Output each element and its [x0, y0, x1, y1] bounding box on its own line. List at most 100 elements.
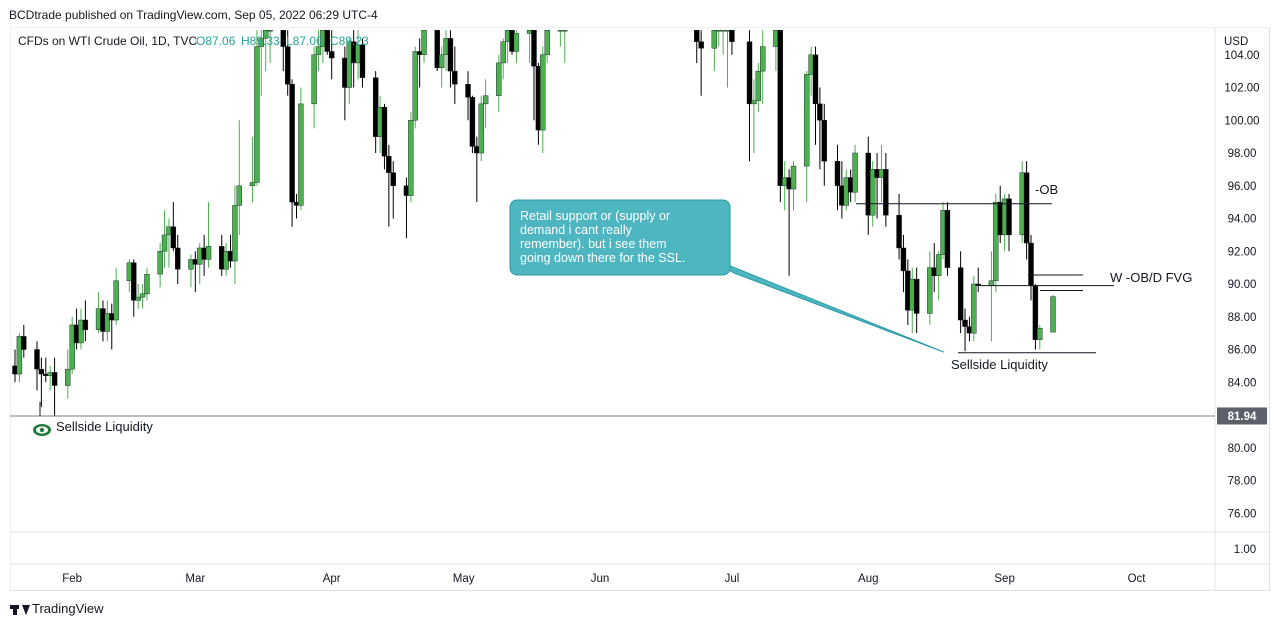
callout-line-1: Retail support or (supply or — [520, 209, 670, 223]
time-axis[interactable]: Feb Mar Apr May Jun Jul Aug Sep Oct — [62, 573, 1146, 585]
candle — [935, 251, 942, 301]
candle — [34, 341, 40, 391]
candle — [975, 267, 981, 293]
price-axis-tick: 96.00 — [1228, 181, 1257, 193]
candle — [232, 185, 238, 284]
candle — [311, 46, 317, 129]
sellside-liquidity-left-label: Sellside Liquidity — [56, 419, 153, 434]
price-axis-tick: 94.00 — [1228, 214, 1257, 226]
callout-line-2: demand i cant really — [520, 223, 633, 237]
candle — [139, 284, 146, 309]
candle — [777, 29, 784, 203]
candle — [65, 349, 71, 399]
eye-icon[interactable] — [33, 424, 51, 436]
candle — [1050, 294, 1056, 333]
symbol-name: CFDs on WTI Crude Oil, 1D, TVC — [18, 34, 197, 48]
candle — [381, 103, 388, 170]
candle — [236, 120, 243, 235]
candle — [883, 153, 889, 227]
price-axis[interactable]: USD 104.00 102.00 100.00 98.00 96.00 94.00 92.… — [1224, 36, 1260, 520]
price-axis-tick: 102.00 — [1224, 83, 1259, 95]
time-axis-tick: Apr — [323, 573, 341, 585]
candle — [755, 62, 762, 113]
candle — [289, 79, 295, 227]
price-axis-tick: 92.00 — [1228, 246, 1257, 258]
price-axis-tick: 76.00 — [1228, 508, 1257, 520]
candle — [161, 210, 168, 268]
publish-header: BCDtrade published on TradingView.com, S… — [9, 8, 378, 22]
legend-open: O87.06 — [196, 34, 236, 48]
w-ob-fvg-label: W -OB/D FVG — [1110, 270, 1192, 285]
candle — [258, 30, 265, 96]
candle — [390, 161, 396, 219]
candle — [205, 202, 212, 268]
candle — [16, 333, 23, 383]
time-axis-tick: Sep — [994, 573, 1014, 585]
candle — [790, 161, 797, 211]
callout-line-3: remember). but i see them — [520, 237, 667, 251]
callout-box — [509, 199, 731, 276]
chart-border — [9, 26, 1270, 591]
candle — [254, 30, 260, 186]
tradingview-brand: TradingView — [32, 601, 104, 616]
candle — [751, 79, 757, 153]
candle — [408, 112, 414, 203]
candle — [496, 54, 502, 113]
candle — [315, 30, 322, 72]
candle — [104, 300, 111, 342]
candle — [78, 308, 84, 350]
candle — [170, 202, 177, 252]
currency-label: USD — [1224, 36, 1248, 48]
price-axis-tick: 78.00 — [1228, 476, 1257, 488]
candle — [38, 357, 45, 407]
time-axis-tick: May — [453, 573, 475, 585]
candle — [175, 234, 181, 284]
price-axis-tick: 98.00 — [1228, 148, 1257, 160]
candle — [971, 275, 977, 342]
price-axis-tick: 80.00 — [1228, 443, 1257, 455]
candle — [817, 87, 823, 170]
candle — [993, 193, 999, 293]
candle — [896, 193, 902, 260]
candle — [694, 29, 700, 63]
candle — [324, 29, 330, 55]
time-axis-tick: Oct — [1128, 573, 1147, 585]
candle — [562, 29, 568, 63]
candle — [913, 267, 920, 334]
candle — [21, 324, 27, 358]
candle — [157, 243, 163, 288]
candle — [359, 38, 366, 88]
candle — [113, 267, 119, 325]
price-tag-value: 81.94 — [1228, 411, 1257, 423]
candle — [298, 87, 304, 211]
candle — [434, 29, 440, 72]
publish-text: BCDtrade published on TradingView.com, S… — [9, 8, 378, 22]
candle — [540, 46, 546, 153]
symbol-legend: CFDs on WTI Crude Oil, 1D, TVC O87.06 H8… — [18, 34, 369, 48]
candle — [421, 29, 427, 63]
tradingview-logo-icon — [10, 603, 30, 615]
candles-layer — [12, 29, 1056, 417]
candle — [438, 46, 445, 88]
price-axis-tick: 100.00 — [1224, 115, 1259, 127]
candle — [957, 251, 964, 334]
ob-label: -OB — [1035, 182, 1058, 197]
price-chart[interactable]: Retail support or (supply or demand i ca… — [9, 26, 1270, 591]
callout[interactable]: Retail support or (supply or demand i ca… — [509, 199, 945, 353]
candle — [869, 161, 876, 227]
candle — [346, 38, 352, 104]
candle — [746, 30, 753, 162]
time-axis-tick: Aug — [858, 573, 878, 585]
chart-area[interactable]: Retail support or (supply or demand i ca… — [9, 26, 1270, 591]
tradingview-footer[interactable]: TradingView — [10, 601, 104, 616]
candle — [386, 144, 392, 227]
candle — [82, 300, 89, 342]
candle — [834, 144, 841, 211]
candle — [698, 30, 704, 96]
candle — [135, 284, 141, 309]
candle — [803, 71, 810, 203]
legend-low: L87.06 — [286, 34, 323, 48]
candle — [267, 29, 273, 63]
candle — [51, 357, 58, 417]
candle — [900, 234, 907, 293]
